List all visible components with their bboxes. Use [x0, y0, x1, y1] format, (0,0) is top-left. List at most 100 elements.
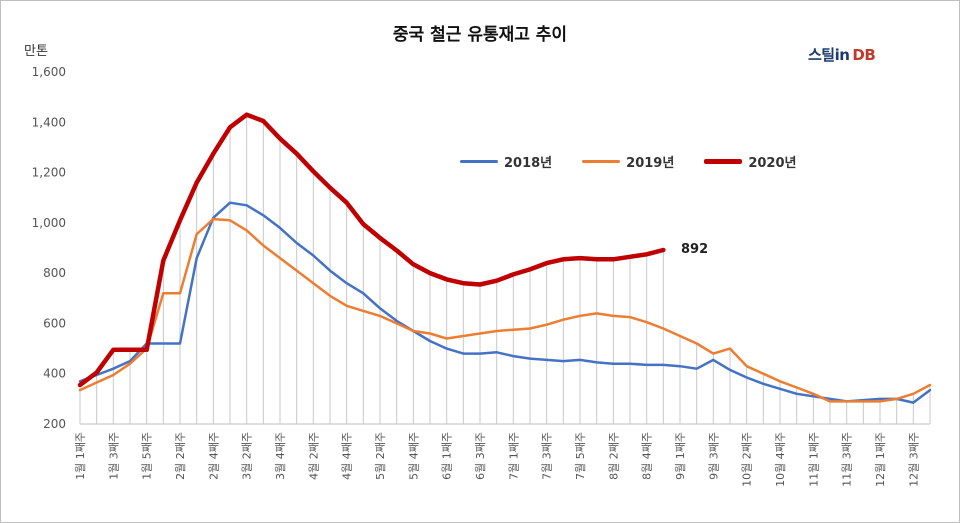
data-point-2019년	[362, 310, 365, 312]
data-point-2018년	[295, 242, 298, 244]
data-point-2020년	[412, 263, 415, 266]
data-point-2020년	[312, 170, 315, 173]
data-point-2020년	[529, 268, 531, 271]
data-point-2019년	[512, 328, 515, 331]
x-tick-label: 2월 2째주	[174, 432, 187, 480]
series-line-2020년	[77, 112, 666, 388]
x-tick-label: 5월 2째주	[374, 432, 387, 480]
y-tick-label: 200	[43, 417, 66, 431]
data-point-2019년	[762, 372, 765, 375]
x-tick-label: 6월 3째주	[474, 432, 487, 480]
y-tick-label: 1,600	[32, 65, 66, 79]
data-point-2018년	[329, 269, 331, 272]
data-point-2020년	[629, 255, 631, 258]
data-point-2020년	[612, 258, 615, 261]
data-point-2020년	[429, 272, 431, 274]
data-point-2019년	[79, 389, 81, 391]
data-point-2019년	[612, 315, 615, 317]
data-point-2019년	[462, 335, 465, 337]
legend-swatch-2018	[460, 160, 498, 163]
data-point-2018년	[462, 352, 465, 355]
data-point-2018년	[395, 320, 398, 322]
data-point-2018년	[645, 364, 648, 366]
brand-logo: 스틸in DB	[808, 44, 876, 65]
data-point-2019년	[229, 219, 231, 222]
data-point-2020년	[112, 349, 115, 351]
data-point-2019년	[712, 352, 715, 355]
data-point-2020년	[562, 258, 565, 261]
data-point-2020년	[362, 223, 365, 225]
data-point-2019년	[579, 315, 581, 317]
data-point-2019년	[179, 292, 181, 295]
data-point-2019년	[695, 342, 698, 345]
data-point-2018년	[929, 389, 931, 391]
legend-swatch-2019	[582, 160, 621, 163]
data-point-2019년	[529, 327, 531, 330]
data-point-2019년	[862, 400, 865, 403]
data-point-2019년	[295, 269, 298, 272]
data-point-2018년	[79, 380, 81, 383]
data-point-2019년	[562, 318, 565, 321]
x-tick-label: 4월 2째주	[307, 432, 320, 480]
chart-legend: 2018년 2019년 2020년	[460, 152, 796, 171]
data-point-2020년	[95, 371, 98, 374]
data-point-2018년	[712, 359, 715, 361]
series-line-2018년	[78, 201, 932, 404]
x-tick-label: 7월 5째주	[574, 432, 587, 480]
data-point-2019년	[95, 381, 98, 384]
data-point-2020년	[162, 259, 165, 262]
y-axis-unit-label: 만톤	[24, 44, 48, 59]
data-point-2019년	[829, 400, 831, 403]
data-point-2019년	[262, 244, 265, 247]
data-point-2019년	[662, 327, 665, 330]
data-point-2018년	[495, 351, 498, 354]
data-point-2018년	[795, 393, 798, 395]
data-point-2020년	[595, 258, 598, 261]
data-point-2018년	[512, 355, 515, 357]
y-tick-label: 800	[43, 266, 66, 280]
x-tick-label: 7월 3째주	[541, 432, 554, 480]
y-tick-label: 1,400	[32, 115, 66, 129]
x-tick-label: 3월 2째주	[241, 432, 254, 480]
data-point-2019년	[245, 229, 248, 232]
legend-label-2018: 2018년	[504, 156, 553, 171]
data-point-2020년	[495, 279, 498, 282]
x-tick-label: 7월 1째주	[507, 432, 520, 480]
data-point-2020년	[645, 253, 648, 256]
data-point-2019년	[645, 321, 648, 323]
data-point-2018년	[245, 204, 248, 207]
data-point-2018년	[262, 214, 265, 217]
data-point-2018년	[445, 347, 448, 350]
x-tick-label: 11월 1째주	[807, 432, 820, 487]
data-point-2019년	[629, 316, 631, 318]
x-tick-label: 12월 1째주	[874, 432, 887, 487]
data-point-2018년	[779, 388, 781, 390]
x-tick-label: 1월 3째주	[107, 432, 120, 480]
data-point-2020년	[329, 186, 331, 189]
data-point-2020년	[445, 278, 448, 281]
chart-title: 중국 철근 유통재고 추이	[392, 25, 568, 45]
data-point-2018년	[479, 352, 481, 355]
data-point-2019년	[429, 332, 431, 335]
y-tick-label: 400	[43, 367, 66, 381]
data-point-2019년	[912, 393, 915, 395]
data-point-2020년	[79, 384, 81, 386]
legend-label-2020: 2020년	[748, 156, 797, 171]
data-point-2018년	[729, 369, 731, 371]
data-point-2018년	[612, 362, 615, 365]
data-point-2019년	[312, 282, 315, 285]
data-point-2018년	[679, 365, 681, 367]
data-point-2020년	[229, 126, 231, 129]
data-point-2020년	[395, 249, 398, 252]
data-point-2020년	[379, 237, 381, 239]
x-tick-label: 4월 4째주	[341, 432, 354, 480]
x-tick-label: 11월 3째주	[841, 432, 854, 487]
data-point-2018년	[562, 360, 565, 362]
data-point-2019년	[795, 386, 798, 389]
x-tick-label: 9월 3째주	[707, 432, 720, 480]
data-point-2020년	[245, 113, 248, 116]
y-tick-label: 1,000	[32, 216, 66, 230]
data-point-2019년	[412, 330, 415, 332]
data-point-2018년	[579, 359, 581, 361]
data-point-2018년	[912, 401, 915, 404]
